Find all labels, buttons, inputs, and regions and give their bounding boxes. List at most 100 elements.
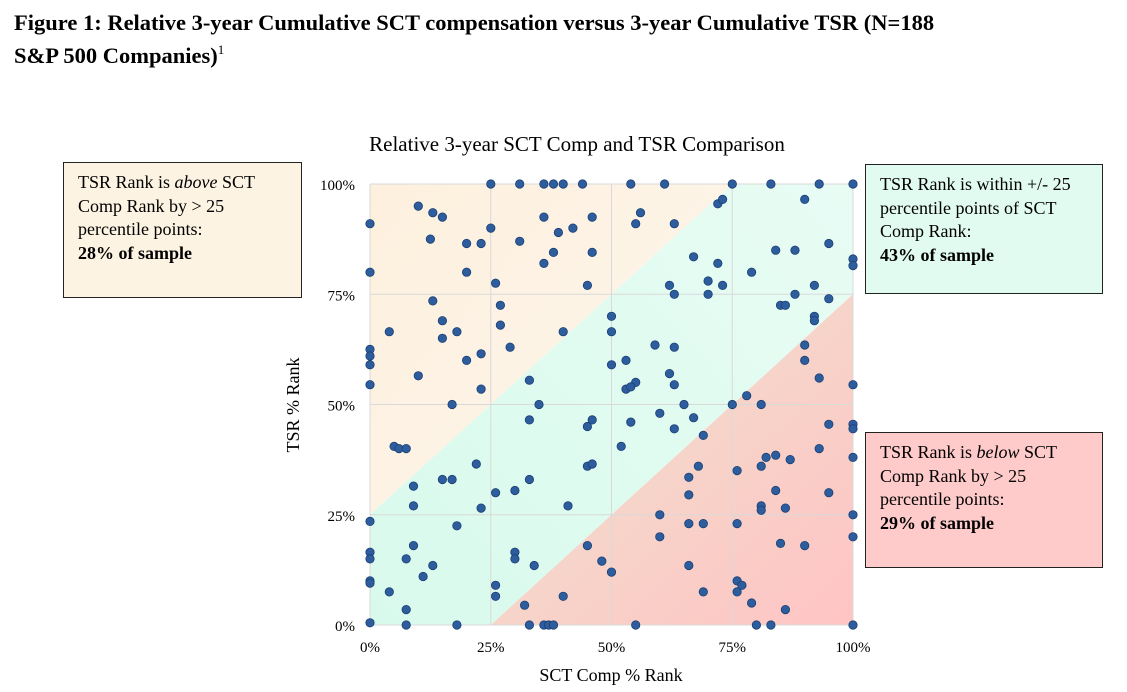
data-point-24 xyxy=(486,223,496,233)
figure-heading: Figure 1: Relative 3-year Cumulative SCT… xyxy=(14,6,1114,72)
data-point-186 xyxy=(452,620,462,630)
data-point-58 xyxy=(384,327,394,337)
data-point-95 xyxy=(742,391,752,401)
data-point-167 xyxy=(684,560,694,571)
data-point-163 xyxy=(631,620,641,630)
data-point-138 xyxy=(824,488,834,498)
callout-below-share: 29% of sample xyxy=(880,512,994,533)
data-point-126 xyxy=(587,459,597,469)
data-point-164 xyxy=(655,510,665,520)
data-point-116 xyxy=(408,501,419,511)
data-point-78 xyxy=(558,327,568,337)
data-point-141 xyxy=(365,554,375,564)
data-point-41 xyxy=(746,267,757,277)
data-point-91 xyxy=(582,421,593,432)
data-point-136 xyxy=(756,505,766,515)
data-point-161 xyxy=(597,556,607,566)
y-tick-label-0: 0% xyxy=(335,619,355,635)
data-point-72 xyxy=(365,380,375,390)
data-point-37 xyxy=(582,280,593,290)
data-point-67 xyxy=(505,342,515,352)
data-point-14 xyxy=(365,219,375,229)
callout-within-share: 43% of sample xyxy=(880,244,994,265)
data-point-20 xyxy=(800,194,810,204)
data-point-19 xyxy=(717,194,728,204)
data-point-71 xyxy=(413,371,423,381)
data-point-109 xyxy=(761,452,771,462)
y-tick-label-3: 75% xyxy=(328,288,356,304)
data-point-38 xyxy=(688,252,699,262)
data-point-21 xyxy=(425,234,435,244)
data-point-120 xyxy=(476,503,486,513)
data-point-176 xyxy=(766,620,776,630)
data-point-34 xyxy=(539,258,549,268)
callout-within: TSR Rank is within +/- 25 percentile poi… xyxy=(865,164,1103,294)
data-point-183 xyxy=(365,618,375,628)
data-point-51 xyxy=(809,280,820,290)
data-point-160 xyxy=(582,540,593,551)
data-point-42 xyxy=(771,245,781,255)
data-point-4 xyxy=(558,179,568,189)
data-point-114 xyxy=(401,443,411,454)
data-point-132 xyxy=(732,465,742,476)
data-point-155 xyxy=(529,560,539,571)
data-point-123 xyxy=(524,474,535,485)
callout-above: TSR Rank is above SCT Comp Rank by > 25 … xyxy=(63,162,302,298)
data-point-33 xyxy=(490,278,501,288)
x-tick-label-1: 25% xyxy=(477,640,505,656)
data-point-111 xyxy=(785,454,795,465)
figure-heading-line2: S&P 500 Companies) xyxy=(14,43,218,68)
callout-below: TSR Rank is below SCT Comp Rank by > 25 … xyxy=(865,432,1103,568)
data-point-83 xyxy=(626,382,636,392)
data-point-187 xyxy=(524,620,535,630)
data-point-75 xyxy=(534,399,544,410)
data-point-16 xyxy=(587,212,597,222)
data-point-57 xyxy=(780,300,791,310)
data-point-108 xyxy=(848,452,858,462)
data-point-102 xyxy=(447,399,457,410)
data-point-54 xyxy=(790,289,800,299)
callout-below-emphasis: below xyxy=(976,442,1020,462)
data-point-17 xyxy=(635,208,646,218)
data-point-43 xyxy=(790,245,800,255)
data-point-177 xyxy=(775,538,786,549)
data-point-146 xyxy=(408,540,419,551)
data-points xyxy=(365,179,858,630)
callout-within-text: TSR Rank is within +/- 25 percentile poi… xyxy=(880,174,1071,241)
data-point-49 xyxy=(703,289,713,299)
data-point-31 xyxy=(365,267,375,277)
data-point-0 xyxy=(486,179,496,189)
data-point-172 xyxy=(732,587,742,597)
data-point-69 xyxy=(365,351,375,361)
data-point-9 xyxy=(814,179,824,189)
data-point-89 xyxy=(655,408,665,418)
data-point-182 xyxy=(848,620,858,630)
data-point-92 xyxy=(626,417,636,427)
data-point-12 xyxy=(428,208,438,218)
footnote-marker[interactable]: 1 xyxy=(217,42,225,57)
data-point-23 xyxy=(476,238,486,249)
data-point-124 xyxy=(563,501,573,511)
data-point-29 xyxy=(727,179,737,189)
data-point-66 xyxy=(476,349,486,359)
data-point-65 xyxy=(461,355,472,365)
data-point-60 xyxy=(437,316,447,326)
data-point-149 xyxy=(452,521,462,531)
data-point-131 xyxy=(684,490,694,500)
data-point-46 xyxy=(848,260,858,271)
data-point-128 xyxy=(698,430,708,440)
data-point-168 xyxy=(698,518,708,529)
data-point-1 xyxy=(515,179,525,189)
data-point-118 xyxy=(447,474,457,485)
data-point-166 xyxy=(684,518,694,529)
data-point-47 xyxy=(664,280,675,290)
data-point-103 xyxy=(524,415,535,425)
data-point-122 xyxy=(510,485,520,496)
data-point-175 xyxy=(751,620,762,630)
x-tick-label-0: 0% xyxy=(360,640,380,656)
y-tick-label-1: 25% xyxy=(328,509,356,525)
data-point-144 xyxy=(384,587,394,597)
y-axis-label: TSR % Rank xyxy=(283,357,303,452)
data-point-174 xyxy=(746,598,757,608)
